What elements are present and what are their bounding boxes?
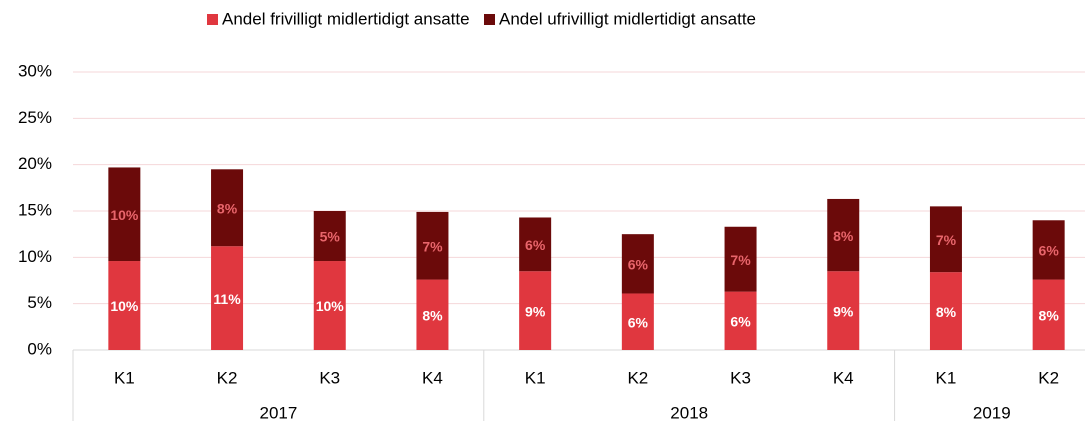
value-label: 5%	[320, 229, 341, 245]
x-tick-label: K1	[525, 368, 546, 387]
value-label: 8%	[217, 200, 238, 216]
group-label: 2018	[670, 403, 708, 421]
value-label: 6%	[730, 314, 751, 330]
x-tick-label: K1	[936, 368, 957, 387]
legend-swatch	[207, 14, 218, 25]
y-tick-label: 15%	[18, 200, 52, 219]
value-label: 7%	[936, 232, 957, 248]
bar-segment	[416, 279, 449, 350]
y-tick-label: 30%	[18, 61, 52, 80]
bar-segment	[108, 261, 141, 350]
bar-segment	[416, 211, 449, 280]
x-tick-label: K3	[319, 368, 340, 387]
value-label: 10%	[110, 207, 139, 223]
x-tick-label: K2	[217, 368, 238, 387]
legend-label: Andel ufrivilligt midlertidigt ansatte	[499, 9, 756, 28]
bar-segment	[929, 272, 962, 350]
y-tick-label: 5%	[27, 293, 52, 312]
value-label: 9%	[525, 303, 546, 319]
bar-segment	[827, 198, 860, 272]
x-tick-label: K2	[1038, 368, 1059, 387]
y-tick-label: 10%	[18, 247, 52, 266]
group-label: 2017	[259, 403, 297, 421]
x-tick-label: K2	[627, 368, 648, 387]
bar-segment	[621, 293, 654, 350]
x-tick-label: K3	[730, 368, 751, 387]
y-tick-label: 25%	[18, 108, 52, 127]
bar-segment	[621, 234, 654, 294]
value-label: 9%	[833, 303, 854, 319]
value-label: 8%	[422, 307, 443, 323]
legend-swatch	[484, 14, 495, 25]
bar-segment	[929, 206, 962, 273]
legend-label: Andel frivilligt midlertidigt ansatte	[222, 9, 470, 28]
x-tick-label: K1	[114, 368, 135, 387]
value-label: 7%	[730, 252, 751, 268]
bar-segment	[1032, 279, 1065, 350]
bar-segment	[211, 169, 244, 247]
x-tick-label: K4	[833, 368, 854, 387]
bar-segment	[108, 167, 141, 262]
bar-segment	[211, 246, 244, 350]
bar-segment	[724, 291, 757, 350]
value-label: 8%	[833, 228, 854, 244]
value-label: 11%	[213, 291, 241, 307]
value-label: 8%	[1039, 307, 1060, 323]
bar-segment	[724, 226, 757, 292]
x-tick-label: K4	[422, 368, 443, 387]
value-label: 7%	[422, 238, 443, 254]
value-label: 10%	[110, 298, 139, 314]
bar-segment	[1032, 220, 1065, 280]
value-label: 8%	[936, 304, 957, 320]
bar-segment	[827, 271, 860, 350]
value-label: 6%	[1039, 243, 1060, 259]
y-tick-label: 0%	[27, 339, 52, 358]
y-tick-label: 20%	[18, 154, 52, 173]
value-label: 10%	[316, 298, 345, 314]
value-label: 6%	[525, 237, 546, 253]
group-label: 2019	[973, 403, 1011, 421]
bar-segment	[313, 211, 346, 262]
bar-segment	[313, 261, 346, 350]
bar-segment	[519, 217, 552, 272]
value-label: 6%	[628, 314, 649, 330]
value-label: 6%	[628, 257, 649, 273]
bar-segment	[519, 271, 552, 350]
